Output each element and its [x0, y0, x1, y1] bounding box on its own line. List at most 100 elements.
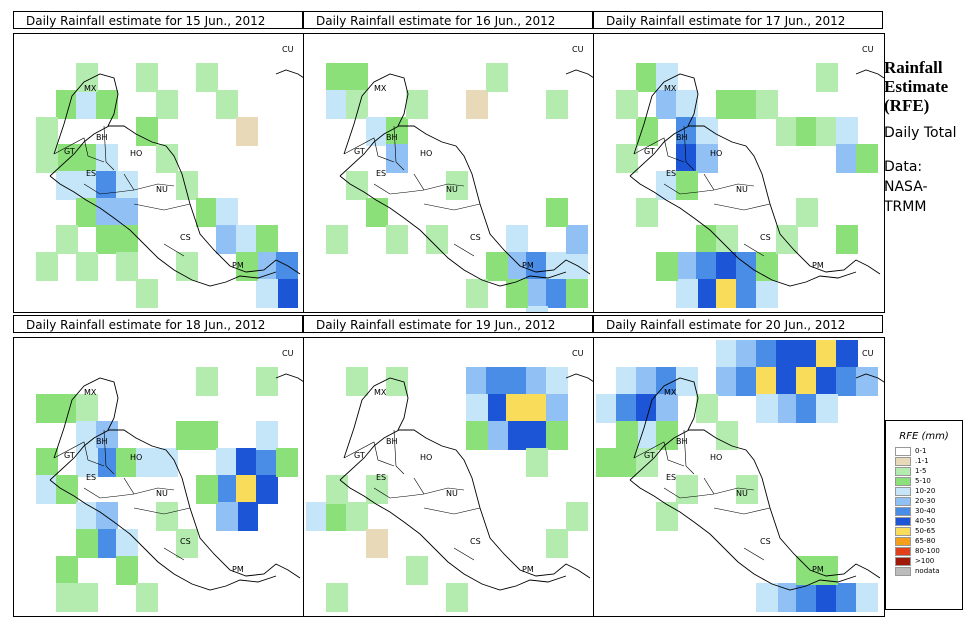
rain-cell	[836, 583, 858, 612]
country-border	[133, 203, 191, 211]
rain-cell	[216, 225, 238, 254]
country-label: ES	[666, 473, 676, 482]
rain-cell	[796, 394, 818, 423]
legend-swatch	[895, 516, 911, 526]
country-label: PM	[812, 565, 824, 574]
country-border	[453, 547, 475, 561]
rain-cell	[566, 252, 588, 281]
legend-row: nodata	[895, 566, 962, 576]
rain-cell	[156, 502, 178, 531]
rain-cell	[236, 475, 258, 504]
rain-cell	[776, 394, 798, 423]
country-label: CS	[470, 537, 481, 546]
rain-cell	[76, 448, 98, 477]
rain-cell	[96, 529, 118, 558]
rain-cell	[76, 421, 98, 450]
rain-cell	[676, 279, 698, 308]
rain-cell	[546, 279, 568, 308]
map-canvas: MX BH GT HO ES NU CS PM CU	[36, 349, 304, 612]
rain-cell	[796, 117, 818, 146]
country-label: MX	[84, 84, 97, 93]
coastline	[629, 479, 857, 591]
country-label: CU	[862, 45, 874, 54]
coastline	[275, 373, 304, 383]
rain-cell	[156, 144, 178, 173]
rain-cell	[176, 529, 198, 558]
rain-cell	[486, 63, 508, 92]
rain-cell	[796, 198, 818, 227]
side-title: Rainfall Estimate (RFE)	[884, 58, 949, 115]
rain-cell	[546, 367, 568, 396]
country-label: PM	[232, 261, 244, 270]
legend-label: >100	[915, 556, 935, 565]
rain-cell	[346, 63, 368, 92]
country-label: NU	[736, 489, 748, 498]
coastline	[633, 73, 699, 155]
rain-cell	[546, 421, 568, 450]
legend-swatch	[895, 566, 911, 576]
rain-cell	[756, 394, 778, 423]
rain-cell	[636, 198, 658, 227]
legend-swatch	[895, 476, 911, 486]
rain-cell	[116, 529, 138, 558]
country-label: NU	[446, 185, 458, 194]
rain-cell	[596, 394, 618, 423]
rain-cell	[256, 421, 278, 450]
country-label: CU	[282, 45, 294, 54]
coastline	[629, 175, 857, 287]
rain-cell	[196, 63, 218, 92]
rain-cell	[116, 448, 138, 477]
rain-cell	[816, 63, 838, 92]
coastline	[275, 69, 304, 79]
rain-cell	[756, 583, 778, 612]
country-border	[743, 243, 765, 257]
rain-cell	[566, 225, 588, 254]
country-border	[163, 243, 185, 257]
rain-cell	[236, 252, 258, 281]
legend-label: 5-10	[915, 476, 931, 485]
country-label: HO	[710, 453, 722, 462]
rain-cell	[276, 252, 298, 281]
legend-row: 20-30	[895, 496, 962, 506]
rain-cell	[76, 198, 98, 227]
country-border	[123, 173, 135, 191]
rain-cell	[776, 340, 798, 369]
rain-cell	[156, 90, 178, 119]
rain-cell	[756, 340, 778, 369]
rain-cell	[616, 448, 638, 477]
rain-cell	[716, 90, 738, 119]
rain-cell	[736, 279, 758, 308]
rain-cell	[676, 171, 698, 200]
rain-cell	[816, 367, 838, 396]
rain-cell	[836, 144, 858, 173]
rain-cell	[636, 394, 658, 423]
legend-row: 5-10	[895, 476, 962, 486]
rain-cell	[656, 171, 678, 200]
country-label: PM	[522, 261, 534, 270]
rain-cell	[676, 117, 698, 146]
rain-cell	[506, 252, 528, 281]
rain-cell	[96, 448, 118, 477]
rain-cell	[696, 252, 718, 281]
rain-cell	[486, 394, 508, 423]
country-label: ES	[86, 473, 96, 482]
coastline	[343, 73, 409, 155]
rain-cell	[136, 448, 158, 477]
rain-cell	[386, 225, 408, 254]
legend-swatch	[895, 446, 911, 456]
rain-cell	[506, 421, 528, 450]
rain-cell	[236, 225, 258, 254]
rain-cell	[526, 421, 548, 450]
legend-swatch	[895, 466, 911, 476]
country-label: GT	[644, 147, 655, 156]
country-label: NU	[446, 489, 458, 498]
rain-cell	[466, 279, 488, 308]
rain-cell	[816, 340, 838, 369]
rain-cell	[716, 340, 738, 369]
country-border	[633, 441, 685, 467]
legend-swatch	[895, 546, 911, 556]
rain-cell	[256, 475, 278, 504]
legend-label: 65-80	[915, 536, 936, 545]
map-canvas: MX BH GT HO ES NU CS PM CU	[306, 349, 594, 612]
rain-cell	[546, 198, 568, 227]
